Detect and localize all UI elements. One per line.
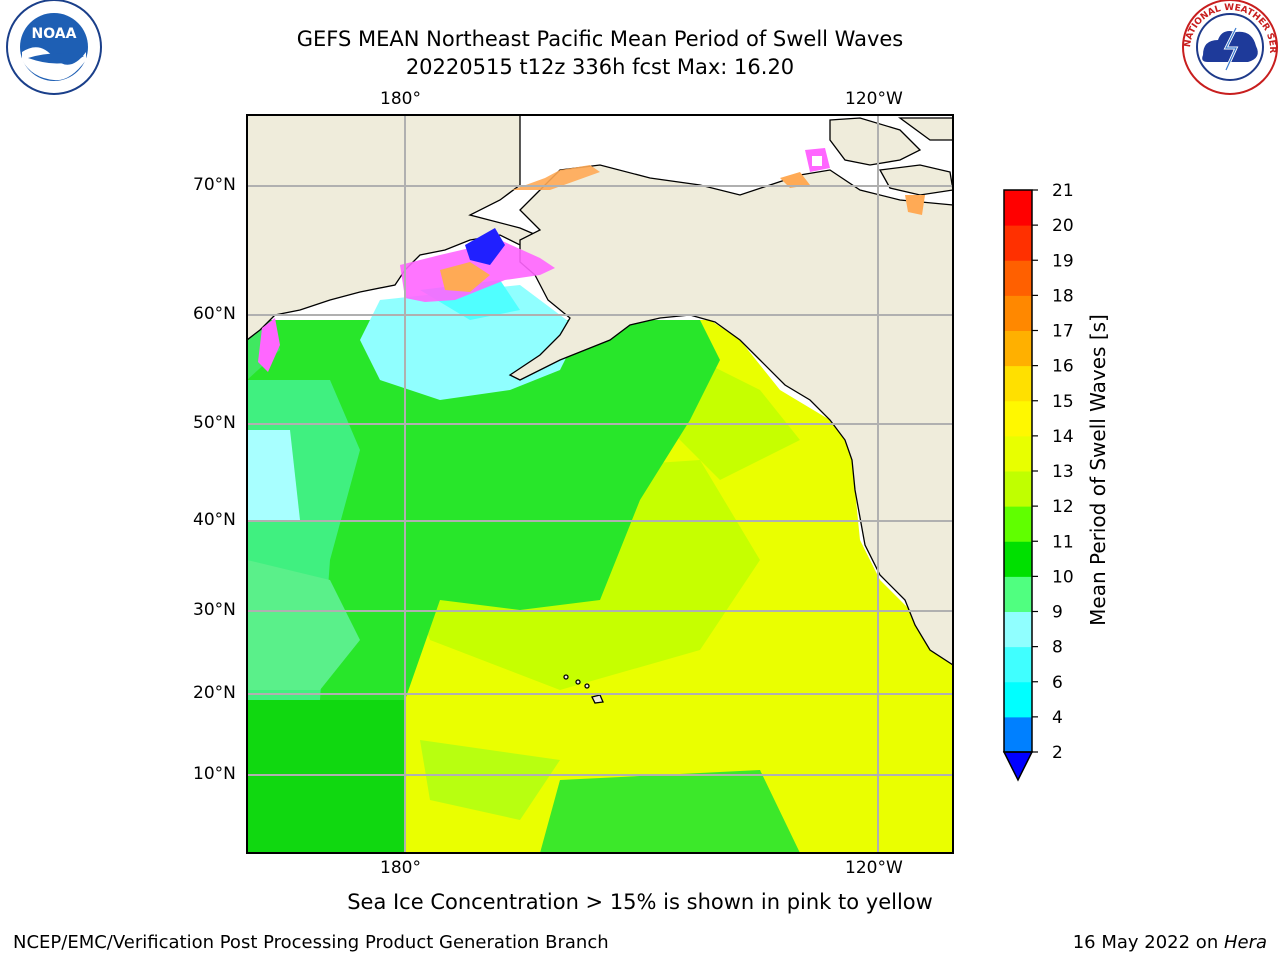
lat-label-20n: 20°N [193, 683, 236, 703]
svg-text:NATIONAL WEATHER SERVICE: NATIONAL WEATHER SERVICE [0, 0, 1277, 53]
sea-ice-note: Sea Ice Concentration > 15% is shown in … [347, 890, 933, 914]
nws-logo-text: NATIONAL WEATHER SERVICE [0, 0, 1277, 53]
colorbar-tick-label: 18 [1052, 286, 1074, 306]
colorbar-segment [1004, 330, 1032, 367]
map-grid [247, 115, 953, 853]
lat-label-40n: 40°N [193, 510, 236, 530]
lon-label-top-120w: 120°W [845, 89, 903, 109]
colorbar-tick-label: 15 [1052, 392, 1074, 412]
lat-label-50n: 50°N [193, 413, 236, 433]
footer-date: 16 May 2022 on Hera [1073, 932, 1267, 953]
land [247, 115, 953, 704]
lat-label-70n: 70°N [193, 175, 236, 195]
colorbar-tick-label: 10 [1052, 567, 1074, 587]
chart-title: GEFS MEAN Northeast Pacific Mean Period … [296, 27, 904, 51]
colorbar-segment [1004, 576, 1032, 612]
colorbar-segment [1004, 225, 1032, 261]
colorbar-tick-label: 4 [1052, 708, 1063, 728]
colorbar-segment [1004, 506, 1032, 542]
colorbar-label: Mean Period of Swell Waves [s] [1086, 314, 1110, 626]
noaa-logo: NOAA [6, 0, 102, 95]
lon-label-bottom-120w: 120°W [845, 858, 903, 878]
colorbar-tick-label: 19 [1052, 251, 1074, 271]
lon-label-bottom-180: 180° [380, 858, 421, 878]
lon-label-top-180: 180° [380, 89, 421, 109]
map-plot-area [247, 115, 953, 853]
colorbar: 2 4 6 8 9 10 11 12 13 14 15 16 17 18 19 20 21 [1002, 181, 1074, 782]
colorbar-segment [1004, 365, 1032, 402]
lat-label-60n: 60°N [193, 304, 236, 324]
colorbar-tick-label: 13 [1052, 462, 1074, 482]
chart-subtitle: 20220515 t12z 336h fcst Max: 16.20 [405, 55, 795, 79]
colorbar-segment [1004, 716, 1032, 753]
noaa-logo-text: NOAA [32, 26, 77, 42]
sea-ice [258, 148, 925, 372]
colorbar-tick-label: 9 [1052, 603, 1063, 623]
colorbar-segment [1004, 435, 1032, 472]
colorbar-segment [1004, 611, 1032, 648]
lat-label-30n: 30°N [193, 600, 236, 620]
colorbar-segment [1004, 190, 1032, 226]
colorbar-tick-label: 12 [1052, 497, 1074, 517]
footer-branch: NCEP/EMC/Verification Post Processing Pr… [13, 932, 609, 953]
colorbar-tick-label: 6 [1052, 673, 1063, 693]
colorbar-tick-label: 20 [1052, 216, 1074, 236]
nws-logo: NATIONAL WEATHER SERVICE [0, 0, 1278, 95]
colorbar-segment [1004, 681, 1032, 718]
colorbar-tick-label: 2 [1052, 743, 1063, 763]
colorbar-segment [1004, 541, 1032, 577]
footer-date-text: 16 May 2022 on [1072, 932, 1224, 953]
colorbar-segment [1004, 295, 1032, 331]
colorbar-segment [1004, 260, 1032, 296]
colorbar-tick-label: 16 [1052, 357, 1074, 377]
lat-label-10n: 10°N [193, 764, 236, 784]
colorbar-tick-label: 11 [1052, 532, 1074, 552]
colorbar-tick-label: 21 [1052, 181, 1074, 201]
colorbar-tick-label: 14 [1052, 427, 1074, 447]
colorbar-extend-min [1002, 751, 1034, 782]
colorbar-segment [1004, 471, 1032, 507]
colorbar-segment [1004, 400, 1032, 437]
colorbar-segment [1004, 646, 1032, 683]
map-frame [246, 114, 954, 854]
colorbar-tick-label: 17 [1052, 322, 1074, 342]
footer-host: Hera [1223, 932, 1267, 953]
colorbar-tick-label: 8 [1052, 638, 1063, 658]
